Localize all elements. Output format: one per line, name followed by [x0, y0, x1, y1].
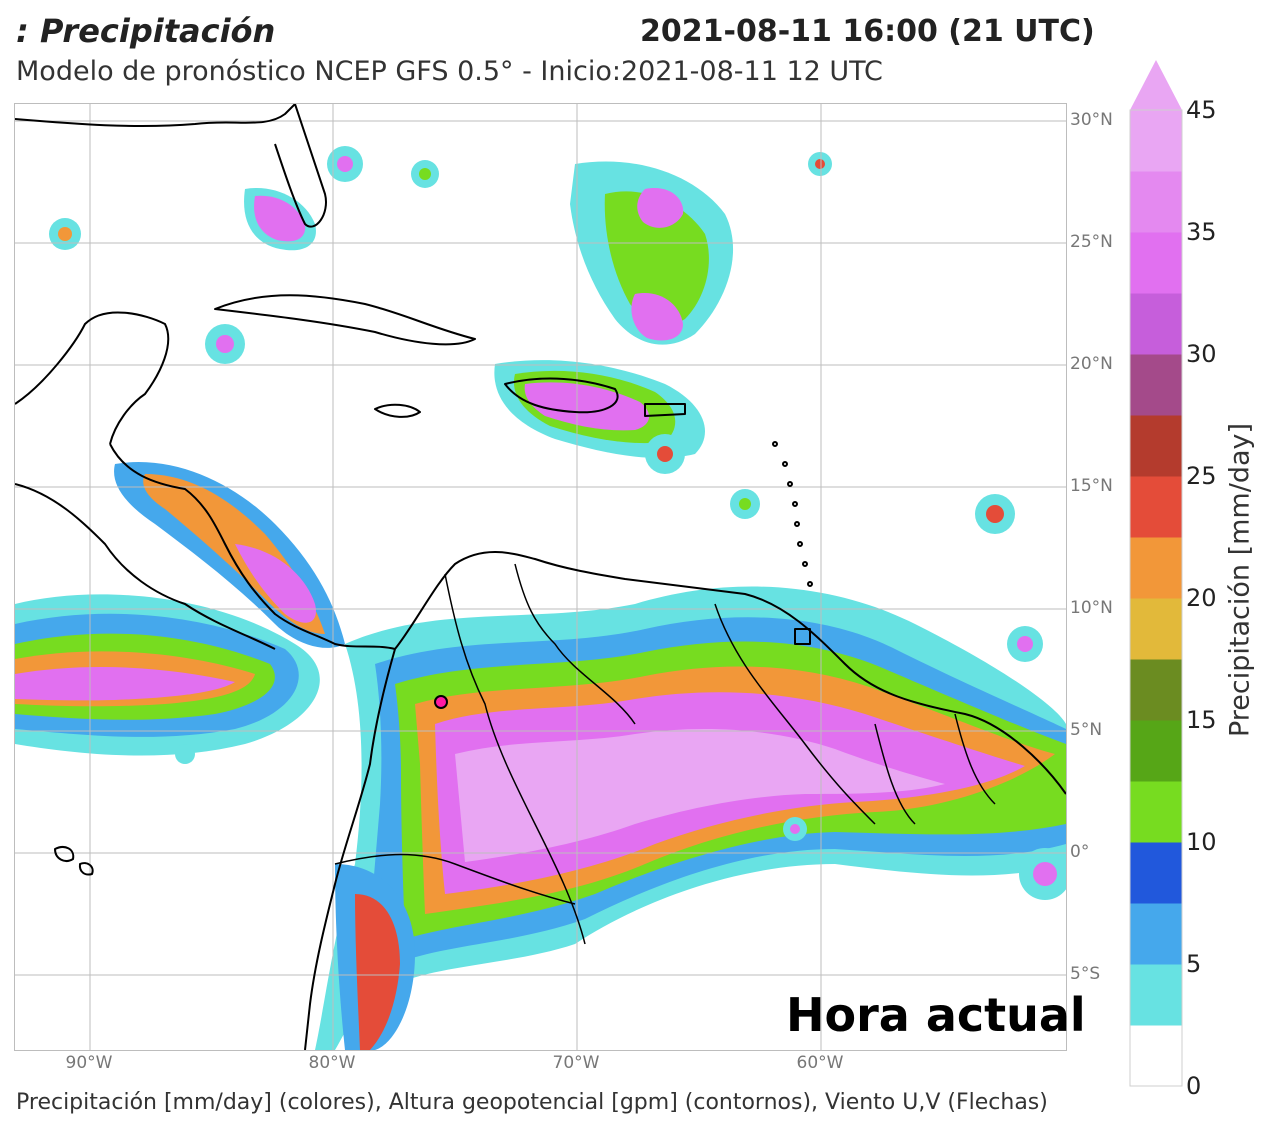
precipitation-map — [14, 103, 1067, 1051]
colorbar-tick-5: 5 — [1186, 950, 1202, 978]
colorbar-outline — [1129, 109, 1183, 1087]
colorbar-bin — [1130, 293, 1182, 355]
colorbar-tick-10: 10 — [1186, 828, 1217, 856]
lat-label-5n: 5°N — [1070, 720, 1103, 740]
map-canvas — [15, 104, 1066, 1050]
coastlines — [15, 104, 1066, 1050]
colorbar-bin — [1130, 232, 1182, 294]
colorbar-bin — [1130, 354, 1182, 416]
lon-label-60w: 60°W — [796, 1053, 844, 1073]
colorbar-tick-20: 20 — [1186, 584, 1217, 612]
colorbar-bin — [1130, 598, 1182, 660]
lon-label-70w: 70°W — [552, 1053, 600, 1073]
colorbar-bin — [1130, 171, 1182, 233]
footer-caption: Precipitación [mm/day] (colores), Altura… — [16, 1090, 1048, 1115]
model-subtitle: Modelo de pronóstico NCEP GFS 0.5° - Ini… — [16, 56, 883, 87]
colorbar-bin — [1130, 842, 1182, 904]
lat-label-20n: 20°N — [1070, 354, 1113, 374]
precipitation-field — [15, 146, 1066, 1050]
location-marker — [434, 695, 448, 709]
colorbar-bin — [1130, 781, 1182, 843]
colorbar-bin — [1130, 903, 1182, 965]
forecast-datetime: 2021-08-11 16:00 (21 UTC) — [640, 14, 1095, 49]
colorbar-tick-30: 30 — [1186, 340, 1217, 368]
colorbar-bin — [1130, 110, 1182, 172]
colorbar-tick-35: 35 — [1186, 218, 1217, 246]
lat-label-0: 0° — [1070, 842, 1090, 862]
colorbar-tick-0: 0 — [1186, 1072, 1202, 1100]
colorbar-bin — [1130, 659, 1182, 721]
colorbar-bin — [1130, 537, 1182, 599]
lat-label-10n: 10°N — [1070, 598, 1113, 618]
colorbar-tick-25: 25 — [1186, 462, 1217, 490]
lat-label-15n: 15°N — [1070, 476, 1113, 496]
colorbar-bin — [1130, 415, 1182, 477]
current-time-stamp: Hora actual — [786, 988, 1086, 1042]
lat-label-5s: 5°S — [1070, 964, 1101, 984]
colorbar-extend-arrow — [1130, 60, 1182, 110]
map-title: : Precipitación — [16, 12, 276, 50]
precipitation-colorbar — [1129, 60, 1183, 1087]
colorbar-tick-15: 15 — [1186, 706, 1217, 734]
colorbar-bin — [1130, 476, 1182, 538]
colorbar-bin — [1130, 964, 1182, 1026]
lon-label-80w: 80°W — [308, 1053, 356, 1073]
colorbar-tick-45: 45 — [1186, 96, 1217, 124]
lat-label-25n: 25°N — [1070, 232, 1113, 252]
colorbar-label: Precipitación [mm/day] — [1224, 422, 1256, 738]
lat-label-30n: 30°N — [1070, 110, 1113, 130]
lon-label-90w: 90°W — [65, 1053, 113, 1073]
colorbar-bin — [1130, 1025, 1182, 1087]
colorbar-bin — [1130, 720, 1182, 782]
